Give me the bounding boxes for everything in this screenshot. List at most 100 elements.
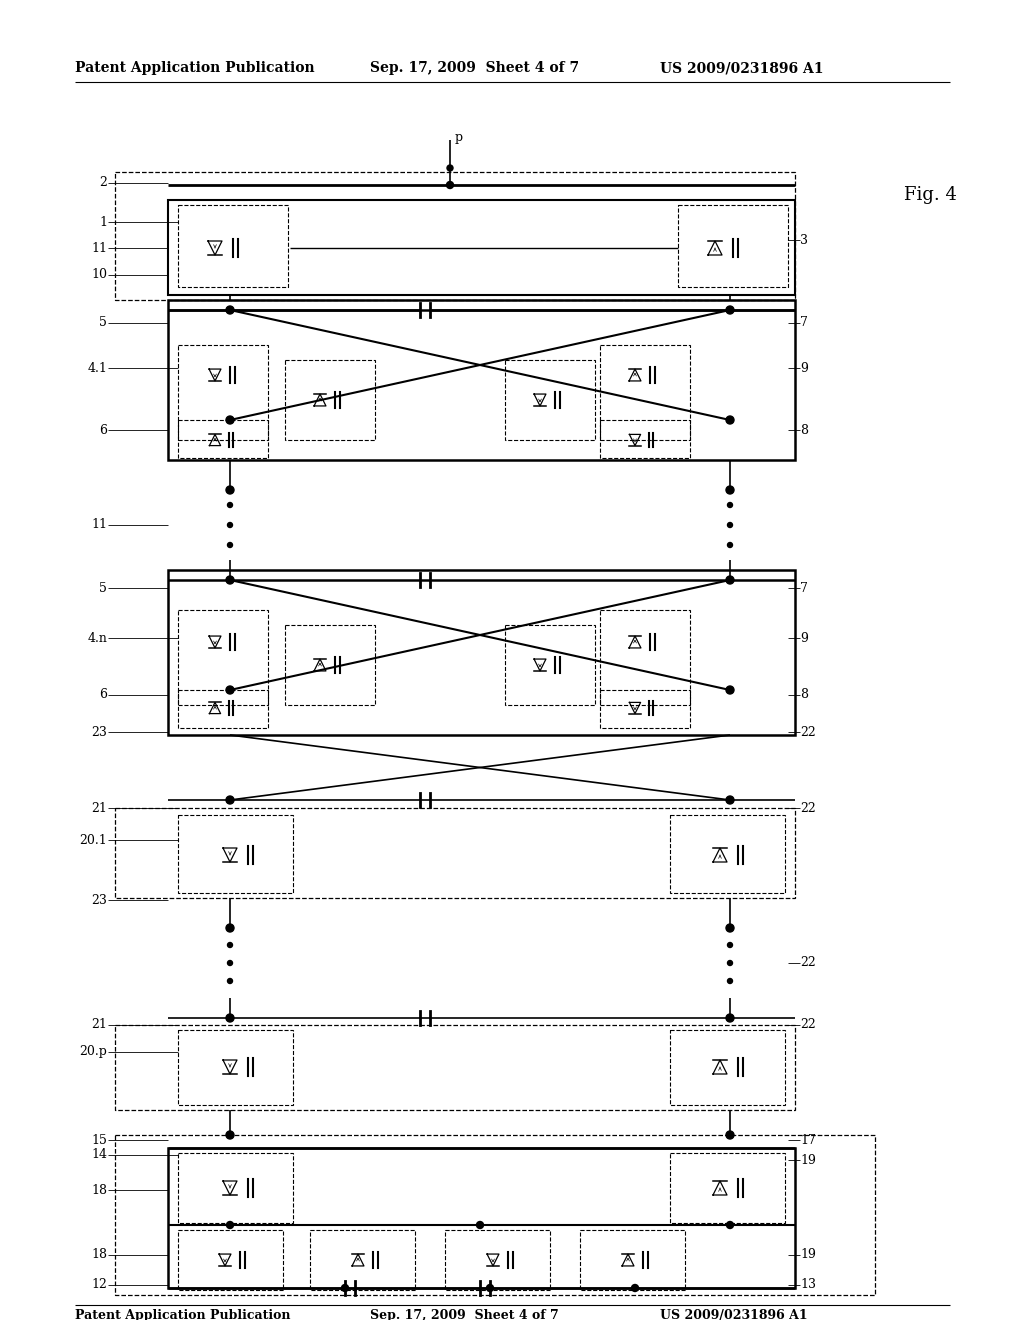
Circle shape [727, 503, 732, 507]
Text: 20.1: 20.1 [79, 833, 106, 846]
Bar [178, 345, 268, 440]
Text: 22: 22 [800, 957, 816, 969]
Bar [678, 205, 788, 286]
Text: 6: 6 [99, 424, 106, 437]
Text: Patent Application Publication: Patent Application Publication [75, 1308, 291, 1320]
Bar [670, 1030, 785, 1105]
Text: US 2009/0231896 A1: US 2009/0231896 A1 [660, 1308, 808, 1320]
Text: 18: 18 [91, 1249, 106, 1262]
Bar [168, 201, 795, 294]
Circle shape [726, 576, 734, 583]
Bar [178, 1030, 293, 1105]
Text: 7: 7 [800, 582, 808, 594]
Bar [115, 172, 795, 300]
Text: 12: 12 [91, 1279, 106, 1291]
Circle shape [227, 523, 232, 528]
Text: 22: 22 [800, 726, 816, 738]
Bar [178, 1152, 293, 1224]
Text: 3: 3 [800, 234, 808, 247]
Bar [178, 1230, 283, 1290]
Circle shape [726, 686, 734, 694]
Text: 18: 18 [91, 1184, 106, 1196]
Text: 11: 11 [91, 242, 106, 255]
Circle shape [227, 961, 232, 965]
Text: 5: 5 [99, 582, 106, 594]
Text: 17: 17 [800, 1134, 816, 1147]
Circle shape [227, 503, 232, 507]
Text: 23: 23 [91, 894, 106, 907]
Bar [285, 360, 375, 440]
Text: 21: 21 [91, 1019, 106, 1031]
Circle shape [726, 416, 734, 424]
Circle shape [726, 1221, 733, 1229]
Circle shape [726, 486, 734, 494]
Bar [178, 814, 293, 894]
Circle shape [341, 1284, 348, 1291]
Bar [670, 1152, 785, 1224]
Circle shape [227, 942, 232, 948]
Bar [505, 360, 595, 440]
Text: Sep. 17, 2009  Sheet 4 of 7: Sep. 17, 2009 Sheet 4 of 7 [370, 61, 580, 75]
Bar [580, 1230, 685, 1290]
Text: 9: 9 [800, 362, 808, 375]
Circle shape [226, 796, 234, 804]
Text: p: p [455, 132, 463, 144]
Circle shape [226, 1131, 234, 1139]
Circle shape [727, 978, 732, 983]
Text: 8: 8 [800, 689, 808, 701]
Text: 13: 13 [800, 1279, 816, 1291]
Text: Sep. 17, 2009  Sheet 4 of 7: Sep. 17, 2009 Sheet 4 of 7 [370, 1308, 559, 1320]
Bar [178, 420, 268, 458]
Circle shape [227, 978, 232, 983]
Bar [600, 610, 690, 705]
Circle shape [226, 686, 234, 694]
Bar [115, 1026, 795, 1110]
Circle shape [227, 543, 232, 548]
Circle shape [226, 1221, 233, 1229]
Circle shape [727, 543, 732, 548]
Circle shape [632, 1284, 639, 1291]
Bar [115, 808, 795, 898]
Circle shape [226, 924, 234, 932]
Text: 2: 2 [99, 177, 106, 190]
Circle shape [486, 1284, 494, 1291]
Text: 4.1: 4.1 [87, 362, 106, 375]
Text: 22: 22 [800, 801, 816, 814]
Circle shape [226, 306, 234, 314]
Text: 11: 11 [91, 519, 106, 532]
Bar [505, 624, 595, 705]
Text: 21: 21 [91, 801, 106, 814]
Bar [168, 1148, 795, 1288]
Text: 20.p: 20.p [79, 1045, 106, 1059]
Bar [168, 300, 795, 459]
Bar [670, 814, 785, 894]
Bar [310, 1230, 415, 1290]
Text: US 2009/0231896 A1: US 2009/0231896 A1 [660, 61, 823, 75]
Text: Fig. 4: Fig. 4 [903, 186, 956, 205]
Circle shape [226, 416, 234, 424]
Circle shape [727, 961, 732, 965]
Text: 1: 1 [99, 215, 106, 228]
Circle shape [726, 306, 734, 314]
Text: 6: 6 [99, 689, 106, 701]
Text: 22: 22 [800, 1019, 816, 1031]
Circle shape [727, 942, 732, 948]
Circle shape [726, 1131, 734, 1139]
Circle shape [446, 181, 454, 189]
Text: 8: 8 [800, 424, 808, 437]
Bar [445, 1230, 550, 1290]
Text: Patent Application Publication: Patent Application Publication [75, 61, 314, 75]
Text: 15: 15 [91, 1134, 106, 1147]
Text: 19: 19 [800, 1249, 816, 1262]
Text: 10: 10 [91, 268, 106, 281]
Bar [600, 420, 690, 458]
Text: 5: 5 [99, 317, 106, 330]
Text: 19: 19 [800, 1154, 816, 1167]
Bar [178, 610, 268, 705]
Bar [600, 345, 690, 440]
Bar [168, 570, 795, 735]
Text: 14: 14 [91, 1148, 106, 1162]
Circle shape [727, 523, 732, 528]
Circle shape [447, 165, 453, 172]
Circle shape [226, 486, 234, 494]
